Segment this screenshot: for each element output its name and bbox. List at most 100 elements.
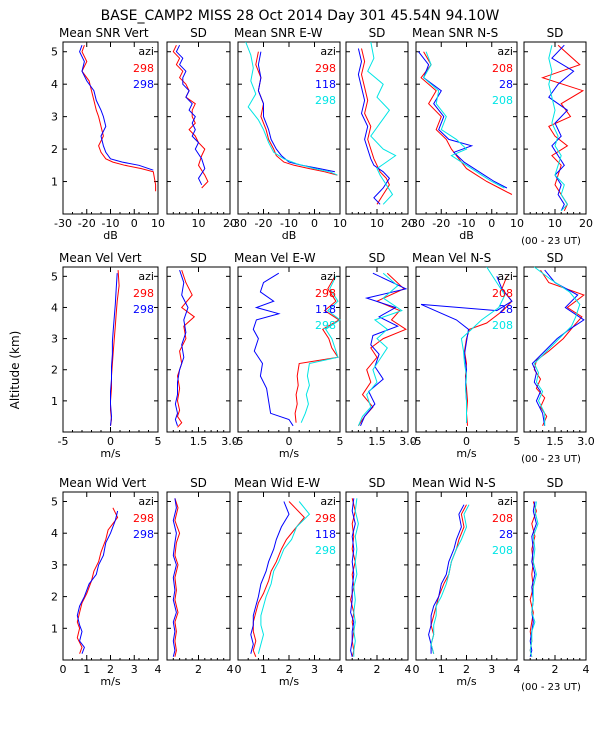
panel-1-5: Mean SNR N-S -30 -20 -10 0 10 azi 208 28 208 dB [407, 26, 524, 242]
y-tick-label: 2 [51, 591, 58, 604]
series-line-2 [418, 51, 508, 189]
x-tick-label: 20 [401, 217, 415, 230]
legend-entry: 298 [133, 512, 154, 525]
plot-frame [345, 266, 409, 433]
series-line-3 [533, 266, 581, 426]
series-line-1 [420, 51, 513, 195]
x-tick-label: 1.5 [368, 435, 386, 448]
x-tick-label: 2 [552, 663, 559, 676]
x-tick-label: -20 [78, 217, 96, 230]
legend-entry: 298 [133, 303, 154, 316]
x-tick-label: 3 [488, 663, 495, 676]
panel-title: SD [369, 476, 386, 490]
series-line-1 [541, 44, 585, 212]
panel-3-1: Mean Wid Vert 0 1 2 3 4 1 2 3 4 5 azi 298 298 m/s [51, 476, 162, 688]
legend-entry: 28 [499, 78, 513, 91]
legend-entry: 208 [492, 62, 513, 75]
legend-entry: 208 [492, 94, 513, 107]
series-line-2 [252, 272, 294, 427]
panel-title: Mean Vel Vert [59, 251, 142, 265]
time-range-note: (00 - 23 UT) [521, 236, 581, 247]
x-tick-label: 4 [227, 663, 234, 676]
panel-2-1: Mean Vel Vert -5 0 5 1 2 3 4 5 azi 298 298 m/s [51, 251, 162, 460]
x-tick-label: 2 [107, 663, 114, 676]
series-line-3 [367, 41, 397, 205]
x-tick-label: -30 [229, 217, 247, 230]
series-line-2 [79, 45, 154, 171]
x-tick-label: 0 [488, 217, 495, 230]
x-tick-label: 10 [370, 217, 384, 230]
y-tick-label: 5 [51, 270, 58, 283]
legend-entry: 298 [315, 544, 336, 557]
x-tick-label: 3.0 [399, 435, 417, 448]
x-axis-label: m/s [456, 675, 476, 688]
y-tick-label: 4 [51, 527, 58, 540]
panel-2-6: SD 1.5 3.0 (00 - 23 UT) [521, 251, 595, 465]
panel-title: SD [369, 251, 386, 265]
legend-entry: 28 [499, 303, 513, 316]
panel-3-6: SD 2 4(00 - 23 UT) [521, 476, 589, 693]
x-tick-label: -30 [54, 217, 72, 230]
legend-entry: 298 [315, 319, 336, 332]
x-tick-label: 3.0 [221, 435, 239, 448]
panel-1-2: SD 10 20 [166, 26, 237, 230]
panel-title: SD [190, 251, 207, 265]
series-line-3 [353, 498, 359, 657]
legend-entry: 298 [315, 287, 336, 300]
x-tick-label: -30 [407, 217, 425, 230]
panel-title: SD [190, 476, 207, 490]
panel-1-4: SD 10 20 [345, 26, 415, 230]
y-tick-label: 3 [51, 559, 58, 572]
x-tick-label: 5 [155, 435, 162, 448]
x-tick-label: -5 [58, 435, 69, 448]
series-line-3 [548, 45, 569, 212]
x-tick-label: 1.5 [190, 435, 208, 448]
series-line-1 [357, 272, 407, 427]
series-line-1 [252, 501, 305, 657]
x-tick-label: 3 [311, 663, 318, 676]
x-axis-label: m/s [279, 447, 299, 460]
legend-entry: 298 [133, 62, 154, 75]
legend-header: azi [320, 45, 336, 58]
x-axis-label: m/s [100, 675, 120, 688]
x-tick-label: 1 [260, 663, 267, 676]
series-line-2 [175, 44, 206, 186]
panel-1-1: Mean SNR Vert -30 -20 -10 0 10 1 2 3 4 5 azi 298 298 d… [51, 26, 165, 242]
x-tick-label: -10 [280, 217, 298, 230]
figure-title: BASE_CAMP2 MISS 28 Oct 2014 Day 301 45.5… [101, 8, 500, 24]
panel-title: Mean SNR Vert [59, 26, 149, 40]
series-line-2 [110, 273, 118, 426]
x-tick-label: 4 [337, 663, 344, 676]
x-tick-label: 2 [374, 663, 381, 676]
series-line-3 [357, 272, 403, 426]
legend-header: azi [138, 270, 154, 283]
panel-title: Mean Wid Vert [59, 476, 146, 490]
legend-entry: 118 [315, 528, 336, 541]
series-line-1 [176, 269, 196, 428]
x-tick-label: 2 [463, 663, 470, 676]
x-tick-label: 0 [131, 217, 138, 230]
panel-title: Mean Vel N-S [412, 251, 491, 265]
x-tick-label: 0 [463, 435, 470, 448]
series-line-2 [350, 498, 356, 657]
x-axis-label: m/s [279, 675, 299, 688]
panel-3-5: Mean Wid N-S 0 1 2 3 4 azi 208 28 208 m/s [412, 476, 521, 688]
x-axis-label: dB [103, 229, 118, 242]
y-tick-label: 3 [51, 333, 58, 346]
x-tick-label: 1.5 [546, 435, 564, 448]
x-tick-label: 4 [155, 663, 162, 676]
y-tick-label: 1 [51, 622, 58, 635]
panel-title: Mean Wid E-W [234, 476, 320, 490]
legend-entry: 208 [492, 544, 513, 557]
legend-header: azi [138, 45, 154, 58]
x-tick-label: 5 [514, 435, 521, 448]
legend-header: azi [497, 45, 513, 58]
time-range-note: (00 - 23 UT) [521, 682, 581, 693]
x-tick-label: -10 [458, 217, 476, 230]
x-tick-label: 4 [583, 663, 590, 676]
x-tick-label: 1 [438, 663, 445, 676]
x-axis-label: dB [282, 229, 297, 242]
x-tick-label: 0 [286, 435, 293, 448]
